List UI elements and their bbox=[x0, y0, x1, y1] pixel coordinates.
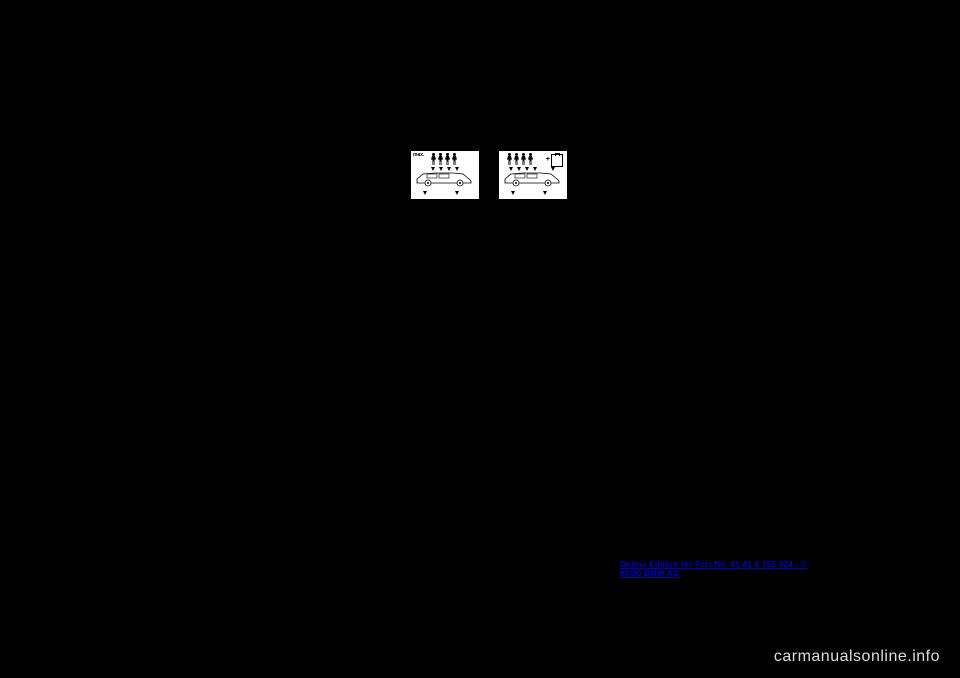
tire-arrow-icon bbox=[543, 191, 547, 195]
tire-arrow-icon bbox=[455, 191, 459, 195]
passenger-icons bbox=[507, 153, 534, 167]
tire-arrow-icon bbox=[511, 191, 515, 195]
person-icon bbox=[438, 153, 444, 167]
online-edition-link[interactable]: Online Edition for Part No. 01 41 0 155 … bbox=[620, 560, 820, 578]
load-arrow-icon bbox=[447, 167, 451, 171]
person-icon bbox=[431, 153, 437, 167]
luggage-icon bbox=[551, 154, 563, 167]
load-arrow-icon bbox=[509, 167, 513, 171]
person-icon bbox=[528, 153, 534, 167]
load-figure-passengers-luggage: + bbox=[498, 150, 568, 200]
load-arrow-icon bbox=[533, 167, 537, 171]
passenger-icons bbox=[431, 153, 458, 167]
load-arrow-icon bbox=[551, 167, 555, 171]
person-icon bbox=[521, 153, 527, 167]
manual-page: max. + bbox=[140, 80, 820, 600]
car-silhouette bbox=[415, 171, 473, 187]
load-arrow-icon bbox=[455, 167, 459, 171]
car-silhouette bbox=[503, 171, 561, 187]
watermark: carmanualsonline.info bbox=[774, 648, 940, 666]
person-icon bbox=[514, 153, 520, 167]
header-icon bbox=[180, 120, 186, 126]
load-figure-max-passengers: max. bbox=[410, 150, 480, 200]
load-arrow-icon bbox=[431, 167, 435, 171]
load-arrow-icon bbox=[517, 167, 521, 171]
load-arrow-icon bbox=[525, 167, 529, 171]
person-icon bbox=[445, 153, 451, 167]
person-icon bbox=[452, 153, 458, 167]
person-icon bbox=[507, 153, 513, 167]
plus-icon: + bbox=[546, 156, 550, 163]
max-label: max. bbox=[413, 152, 424, 158]
tire-arrow-icon bbox=[423, 191, 427, 195]
load-arrow-icon bbox=[439, 167, 443, 171]
